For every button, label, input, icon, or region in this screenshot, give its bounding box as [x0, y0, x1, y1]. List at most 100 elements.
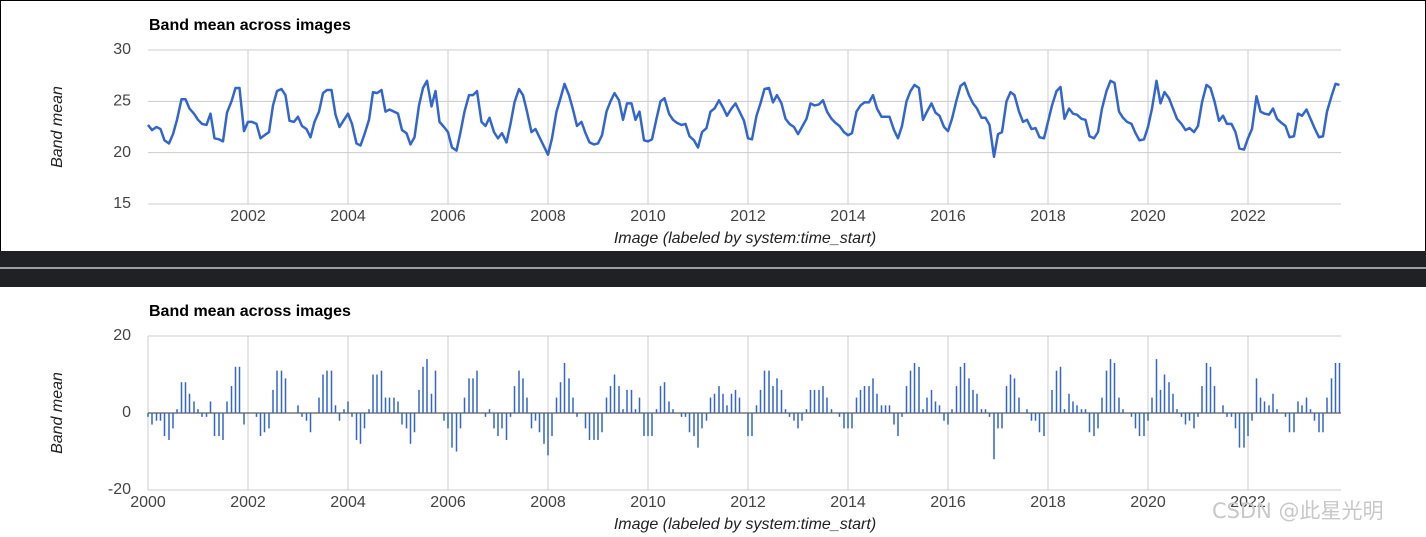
bar	[372, 374, 374, 413]
bar	[822, 386, 824, 413]
chart-title: Band mean across images	[149, 303, 351, 320]
bar	[863, 386, 866, 413]
bar	[1301, 405, 1303, 413]
bar	[1063, 409, 1066, 413]
separator	[0, 251, 1426, 287]
bar	[405, 413, 408, 429]
bar	[963, 362, 966, 413]
bar	[976, 393, 978, 413]
bar	[363, 413, 366, 429]
bar	[184, 382, 187, 413]
bar	[718, 386, 720, 413]
bar	[418, 389, 420, 413]
bar	[388, 397, 391, 413]
bar	[534, 413, 537, 421]
bar	[368, 409, 370, 413]
bar	[280, 370, 283, 413]
bar	[1001, 413, 1003, 429]
bar	[1013, 378, 1016, 413]
bar	[1072, 401, 1074, 413]
bar	[1326, 397, 1328, 413]
bar	[647, 413, 649, 437]
bar	[355, 413, 358, 440]
bar	[938, 405, 941, 413]
bar	[955, 386, 958, 413]
bar	[818, 389, 820, 413]
bar	[1230, 413, 1233, 417]
bar	[763, 370, 766, 413]
bar	[1334, 362, 1337, 413]
bar	[880, 405, 883, 413]
bar	[793, 413, 795, 421]
bar	[659, 386, 662, 413]
bar	[359, 413, 362, 444]
bar	[1009, 374, 1012, 413]
bar	[568, 378, 570, 413]
bar	[588, 413, 591, 440]
bar	[972, 389, 974, 413]
bar	[409, 413, 412, 444]
bar	[1293, 413, 1295, 433]
bar	[655, 409, 658, 413]
bar	[1005, 386, 1008, 413]
bar	[505, 413, 508, 440]
x-tick-label: 2018	[1030, 208, 1066, 225]
bar	[218, 413, 220, 437]
bar	[1122, 409, 1124, 413]
bar	[643, 413, 645, 437]
bar	[634, 409, 637, 413]
bar	[276, 370, 278, 413]
bar	[1034, 413, 1037, 421]
x-tick-label: 2022	[1230, 494, 1266, 511]
bar	[330, 370, 333, 413]
bar	[868, 386, 870, 413]
bar	[530, 413, 533, 429]
bar	[872, 378, 874, 413]
bar	[1222, 405, 1224, 413]
bar	[547, 413, 549, 456]
bar	[518, 370, 520, 413]
y-tick-label: 0	[122, 404, 131, 421]
bar	[1147, 413, 1149, 421]
bar	[159, 413, 162, 421]
bar	[1255, 378, 1258, 413]
bar	[334, 405, 337, 413]
bar	[493, 413, 495, 429]
bar	[1043, 413, 1045, 437]
bar	[255, 413, 258, 417]
bar	[1234, 413, 1237, 429]
bar	[318, 397, 320, 413]
x-tick-label: 2016	[930, 208, 966, 225]
bar	[680, 413, 683, 417]
bar	[830, 409, 833, 413]
x-tick-label: 2016	[930, 494, 966, 511]
bar	[488, 409, 491, 413]
bar	[1184, 413, 1187, 425]
bar	[1138, 413, 1141, 437]
bar	[1097, 413, 1099, 429]
bar	[1068, 393, 1070, 413]
bar	[630, 389, 633, 413]
bar	[922, 409, 924, 413]
bar	[1284, 413, 1287, 417]
bar	[784, 409, 787, 413]
bar	[272, 389, 274, 413]
x-tick-label: 2004	[330, 494, 366, 511]
bar	[980, 409, 983, 413]
bar	[455, 413, 458, 452]
bar	[1251, 413, 1253, 421]
bar	[1105, 370, 1108, 413]
bar	[1330, 378, 1333, 413]
x-tick-label: 2006	[430, 208, 466, 225]
bar	[1051, 389, 1053, 413]
bar	[780, 389, 783, 413]
bar	[747, 413, 749, 437]
y-tick-label: 30	[113, 41, 131, 58]
bar	[797, 413, 799, 429]
bar	[422, 366, 424, 413]
bar	[1226, 413, 1228, 417]
bar	[522, 378, 524, 413]
bar	[1113, 362, 1116, 413]
